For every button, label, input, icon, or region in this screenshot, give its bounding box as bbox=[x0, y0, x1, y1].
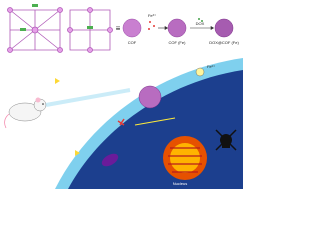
graphical-abstract: ≡ COF Fe³⁺ COF (Fe) DOX DOX@COF (Fe) Fe²… bbox=[4, 4, 243, 189]
cof-particles bbox=[122, 18, 234, 38]
nanoparticle bbox=[138, 85, 162, 109]
label: COF bbox=[128, 40, 137, 45]
reaction bbox=[117, 118, 125, 126]
ion-label: Fe²⁺ bbox=[207, 64, 215, 69]
label: DOX bbox=[196, 21, 205, 26]
linkers bbox=[20, 4, 93, 31]
mitochondrion bbox=[101, 153, 119, 167]
fe-ion bbox=[195, 67, 205, 77]
nucleus-label: Nucleus bbox=[173, 181, 187, 186]
label: DOX@COF (Fe) bbox=[209, 40, 239, 45]
skull bbox=[215, 129, 237, 151]
cof-lattice bbox=[7, 7, 113, 53]
pathway bbox=[134, 117, 176, 126]
label: Fe³⁺ bbox=[148, 13, 156, 18]
mouse bbox=[4, 88, 131, 129]
dna bbox=[168, 147, 202, 173]
equals-sign: ≡ bbox=[116, 24, 121, 33]
nucleolus bbox=[170, 143, 200, 173]
arrows bbox=[158, 25, 215, 31]
label: COF (Fe) bbox=[169, 40, 187, 45]
